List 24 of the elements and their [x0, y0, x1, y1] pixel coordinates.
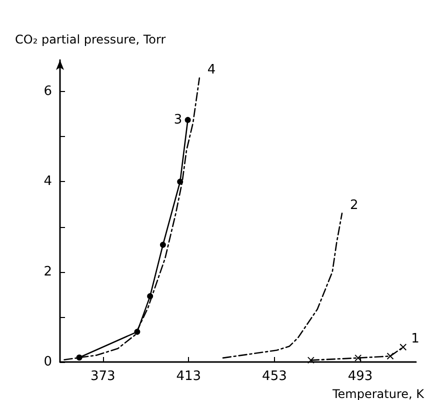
point: [400, 344, 407, 351]
line-series: [222, 212, 343, 359]
y-tick-label: 2: [44, 264, 52, 280]
point: [160, 242, 166, 248]
point: [177, 178, 184, 185]
point: [184, 116, 191, 123]
x-tick-label: 413: [176, 369, 202, 384]
y-tick-label: 6: [44, 84, 52, 100]
y-tick-label: 4: [44, 174, 52, 190]
x-tick-label: 373: [90, 369, 116, 384]
x-tick-label: 493: [348, 369, 373, 384]
x-tick-label: 453: [262, 369, 287, 384]
point: [76, 354, 82, 360]
series-label: 4: [207, 62, 216, 78]
series-label: 3: [174, 112, 182, 128]
series-label: 2: [350, 198, 358, 213]
series-label: 1: [411, 332, 420, 347]
point: [354, 354, 362, 362]
point: [386, 352, 394, 360]
point: [134, 328, 140, 335]
y-tick-label: 0: [44, 354, 52, 370]
point: [147, 293, 154, 300]
point: [307, 356, 314, 364]
y-axis-title: CO₂ partial pressure, Torr: [15, 32, 166, 46]
